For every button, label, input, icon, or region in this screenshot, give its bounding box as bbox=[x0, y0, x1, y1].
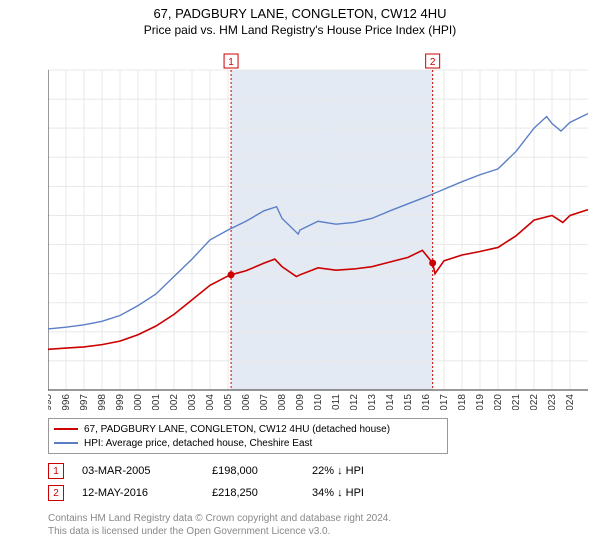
events-table: 1 03-MAR-2005£198,00022% ↓ HPI 2 12-MAY-201… bbox=[48, 460, 422, 504]
footer: Contains HM Land Registry data © Crown c… bbox=[48, 512, 391, 538]
legend-swatch bbox=[54, 428, 78, 430]
svg-text:2010: 2010 bbox=[313, 394, 324, 410]
svg-text:2024: 2024 bbox=[565, 394, 576, 410]
svg-text:2000: 2000 bbox=[133, 394, 144, 410]
svg-text:2019: 2019 bbox=[475, 394, 486, 410]
footer-line-1: Contains HM Land Registry data © Crown c… bbox=[48, 512, 391, 525]
svg-text:1: 1 bbox=[228, 57, 234, 68]
event-marker-box: 1 bbox=[48, 463, 64, 479]
svg-text:1995: 1995 bbox=[48, 394, 54, 410]
svg-text:2006: 2006 bbox=[241, 394, 252, 410]
legend: 67, PADGBURY LANE, CONGLETON, CW12 4HU (… bbox=[48, 418, 448, 454]
event-diff: 22% ↓ HPI bbox=[312, 465, 422, 477]
footer-line-2: This data is licensed under the Open Gov… bbox=[48, 525, 391, 538]
svg-text:2011: 2011 bbox=[331, 394, 342, 410]
svg-text:2005: 2005 bbox=[223, 394, 234, 410]
event-row: 1 03-MAR-2005£198,00022% ↓ HPI bbox=[48, 460, 422, 482]
legend-swatch bbox=[54, 442, 78, 444]
event-date: 03-MAR-2005 bbox=[82, 465, 212, 477]
svg-text:2: 2 bbox=[430, 57, 436, 68]
svg-text:2016: 2016 bbox=[421, 394, 432, 410]
svg-text:2020: 2020 bbox=[493, 394, 504, 410]
chart-area: £0£50K£100K£150K£200K£250K£300K£350K£400… bbox=[48, 50, 588, 410]
svg-text:2021: 2021 bbox=[511, 394, 522, 410]
event-marker-box: 2 bbox=[48, 485, 64, 501]
event-date: 12-MAY-2016 bbox=[82, 487, 212, 499]
svg-text:1997: 1997 bbox=[79, 394, 90, 410]
svg-text:2001: 2001 bbox=[151, 394, 162, 410]
event-row: 2 12-MAY-2016£218,25034% ↓ HPI bbox=[48, 482, 422, 504]
svg-text:2017: 2017 bbox=[439, 394, 450, 410]
svg-text:2002: 2002 bbox=[169, 394, 180, 410]
svg-text:2022: 2022 bbox=[529, 394, 540, 410]
svg-text:2008: 2008 bbox=[277, 394, 288, 410]
svg-text:2012: 2012 bbox=[349, 394, 360, 410]
svg-text:2015: 2015 bbox=[403, 394, 414, 410]
svg-text:1998: 1998 bbox=[97, 394, 108, 410]
legend-label: 67, PADGBURY LANE, CONGLETON, CW12 4HU (… bbox=[84, 424, 390, 435]
chart-svg: £0£50K£100K£150K£200K£250K£300K£350K£400… bbox=[48, 50, 588, 410]
chart-subtitle: Price paid vs. HM Land Registry's House … bbox=[0, 23, 600, 41]
svg-text:1996: 1996 bbox=[61, 394, 72, 410]
svg-text:2004: 2004 bbox=[205, 394, 216, 410]
svg-text:1999: 1999 bbox=[115, 394, 126, 410]
svg-text:2014: 2014 bbox=[385, 394, 396, 410]
svg-text:2003: 2003 bbox=[187, 394, 198, 410]
chart-container: 67, PADGBURY LANE, CONGLETON, CW12 4HU P… bbox=[0, 0, 600, 560]
svg-text:2018: 2018 bbox=[457, 394, 468, 410]
svg-text:2007: 2007 bbox=[259, 394, 270, 410]
svg-text:2013: 2013 bbox=[367, 394, 378, 410]
legend-label: HPI: Average price, detached house, Ches… bbox=[84, 438, 312, 449]
legend-item: 67, PADGBURY LANE, CONGLETON, CW12 4HU (… bbox=[54, 422, 442, 436]
svg-text:2023: 2023 bbox=[547, 394, 558, 410]
event-diff: 34% ↓ HPI bbox=[312, 487, 422, 499]
legend-item: HPI: Average price, detached house, Ches… bbox=[54, 436, 442, 450]
event-price: £198,000 bbox=[212, 465, 312, 477]
event-price: £218,250 bbox=[212, 487, 312, 499]
svg-text:2009: 2009 bbox=[295, 394, 306, 410]
chart-title: 67, PADGBURY LANE, CONGLETON, CW12 4HU bbox=[0, 0, 600, 23]
